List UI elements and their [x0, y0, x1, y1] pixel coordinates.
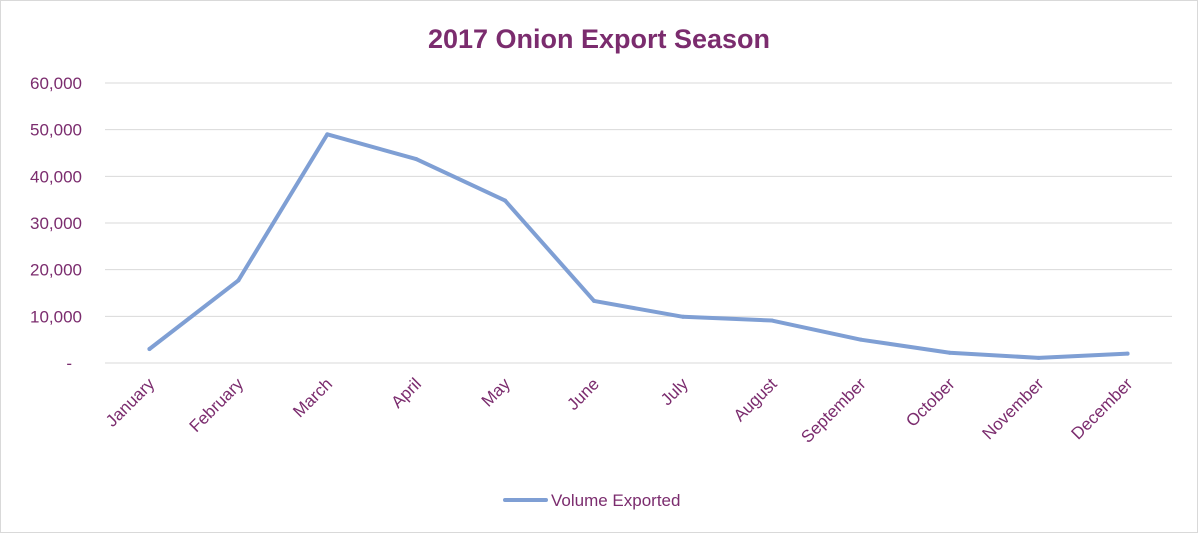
y-tick-label: 50,000: [30, 121, 82, 140]
data-point: [947, 350, 952, 355]
legend: Volume Exported: [503, 491, 680, 510]
data-point: [592, 298, 597, 303]
y-axis-ticks: - 10,000 20,000 30,000 40,000 50,000 60,000: [30, 74, 82, 373]
x-tick-label: February: [186, 374, 248, 436]
data-point: [414, 157, 419, 162]
data-point: [680, 314, 685, 319]
series-group: [147, 132, 1130, 360]
series-line-volume-exported: [147, 132, 1130, 360]
y-tick-label: 10,000: [30, 307, 82, 326]
x-tick-label: January: [102, 374, 159, 431]
data-point: [147, 347, 152, 351]
x-tick-label: June: [563, 374, 603, 414]
data-point: [325, 132, 330, 137]
data-point: [503, 198, 508, 203]
x-tick-label: July: [657, 374, 692, 409]
y-tick-label: 20,000: [30, 261, 82, 280]
data-point: [1125, 351, 1130, 356]
x-tick-label: March: [289, 374, 336, 421]
x-axis-ticks: January February March April May June July Augu…: [102, 374, 1137, 447]
data-point: [858, 337, 863, 342]
data-point: [236, 278, 241, 283]
data-point: [769, 318, 774, 323]
x-tick-label: December: [1067, 374, 1136, 443]
x-tick-label: August: [730, 374, 781, 425]
x-tick-label: November: [979, 374, 1048, 443]
legend-label-volume-exported: Volume Exported: [551, 491, 680, 510]
chart-title: 2017 Onion Export Season: [428, 24, 770, 54]
x-tick-label: April: [388, 374, 425, 411]
y-tick-label: 30,000: [30, 214, 82, 233]
y-tick-label: 40,000: [30, 167, 82, 186]
x-tick-label: September: [797, 374, 869, 446]
y-tick-label: -: [66, 354, 72, 373]
x-tick-label: October: [902, 374, 958, 430]
y-tick-label: 60,000: [30, 74, 82, 93]
data-point: [1036, 355, 1041, 360]
x-tick-label: May: [478, 374, 514, 410]
gridlines: [105, 82, 1172, 364]
